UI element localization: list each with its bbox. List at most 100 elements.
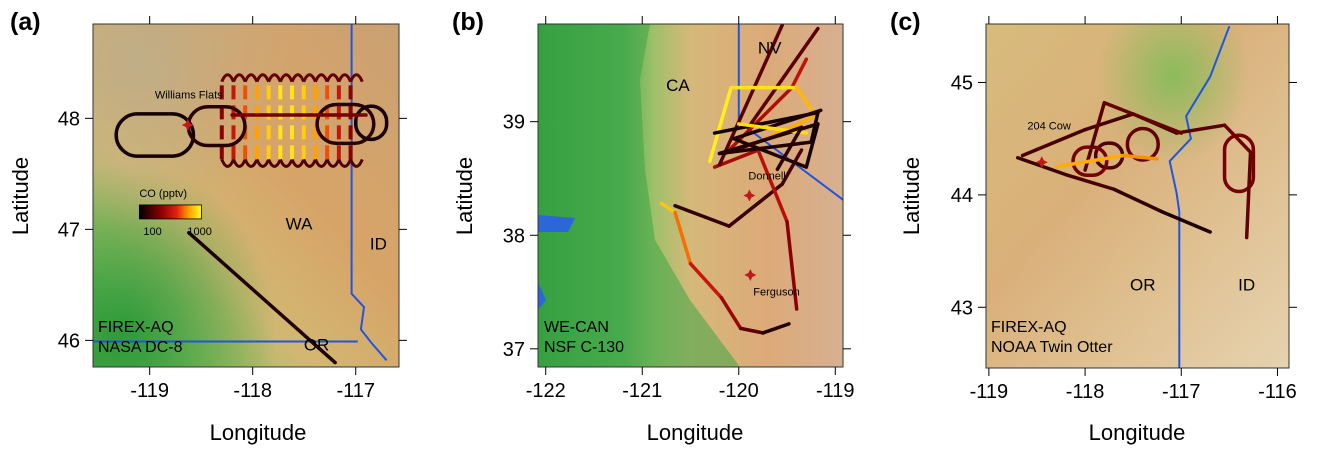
flight-track bbox=[785, 219, 799, 311]
flight-track bbox=[756, 148, 789, 224]
map-figure: -122 -121 -120 -119 37 38 39 CA NV Donnell Fergus… bbox=[452, 16, 855, 445]
flight-track bbox=[722, 125, 804, 156]
flight-track bbox=[1102, 100, 1184, 135]
x-tick-label: -120 bbox=[719, 380, 759, 402]
flight-track bbox=[220, 158, 235, 168]
flight-track bbox=[1054, 153, 1126, 169]
flight-track bbox=[349, 73, 364, 83]
flight-track bbox=[673, 210, 693, 266]
flight-track bbox=[738, 326, 765, 335]
x-tick-label: -118 bbox=[1066, 381, 1105, 403]
flight-track bbox=[708, 85, 733, 164]
flight-track bbox=[243, 158, 259, 168]
flight-track bbox=[278, 73, 294, 83]
flight-track bbox=[1222, 123, 1253, 154]
flight-track bbox=[809, 110, 820, 144]
y-tick-label: 46 bbox=[58, 330, 80, 352]
map-panel-c: (c) -119 -118 -117 -116 43 44 45 204 Cow OR ID L… bbox=[885, 0, 1322, 449]
flight-track bbox=[688, 261, 724, 300]
flight-track bbox=[1244, 150, 1253, 240]
state-border bbox=[350, 24, 388, 361]
flight-track bbox=[278, 158, 294, 168]
flight-track bbox=[1160, 209, 1212, 234]
legend-max-label: 1000 bbox=[187, 226, 211, 238]
y-tick-label: 45 bbox=[951, 72, 973, 94]
flight-track bbox=[746, 26, 820, 130]
flight-track bbox=[1121, 153, 1159, 161]
flight-track bbox=[1064, 172, 1116, 192]
x-tick-label: -119 bbox=[130, 380, 169, 402]
campaign-line-1: FIREX-AQ bbox=[991, 319, 1067, 336]
flight-loop bbox=[1222, 133, 1256, 194]
x-tick-label: -122 bbox=[526, 380, 566, 402]
flight-track bbox=[761, 322, 791, 335]
flight-track bbox=[267, 158, 282, 168]
state-border bbox=[1168, 25, 1231, 368]
x-tick-label: -116 bbox=[1258, 381, 1297, 403]
place-label: Donnell bbox=[748, 171, 785, 183]
map-panel-a: (a) bbox=[0, 0, 440, 449]
flight-track bbox=[302, 158, 317, 168]
fire-location-icon bbox=[743, 189, 756, 202]
y-tick-label: 44 bbox=[951, 185, 973, 207]
plot-frame bbox=[92, 23, 400, 368]
x-axis-label: Longitude bbox=[210, 420, 307, 445]
y-tick-label: 37 bbox=[503, 339, 525, 361]
panel-letter: (a) bbox=[10, 8, 41, 36]
campaign-line-2: NASA DC-8 bbox=[98, 339, 183, 356]
x-tick-label: -117 bbox=[336, 380, 375, 402]
flight-track bbox=[187, 230, 337, 365]
flight-track bbox=[659, 201, 677, 215]
y-tick-label: 48 bbox=[58, 108, 80, 130]
flight-track bbox=[717, 24, 784, 167]
campaign-line-1: WE-CAN bbox=[544, 319, 609, 336]
place-label: Williams Flats bbox=[155, 89, 223, 101]
place-label: OR bbox=[1130, 275, 1156, 294]
plot-frame bbox=[985, 23, 1290, 369]
y-tick-label: 43 bbox=[951, 297, 973, 319]
flight-track bbox=[737, 122, 809, 135]
flight-track bbox=[255, 158, 271, 168]
fire-location-icon bbox=[1035, 156, 1048, 169]
flight-loop bbox=[353, 104, 389, 142]
fire-location-icon bbox=[181, 119, 194, 132]
y-axis-label: Latitude bbox=[899, 157, 924, 235]
legend-min-label: 100 bbox=[143, 226, 161, 238]
y-tick-label: 47 bbox=[58, 219, 80, 241]
x-axis-label: Longitude bbox=[647, 420, 744, 445]
flight-track bbox=[349, 158, 364, 168]
flight-track bbox=[804, 122, 820, 169]
fire-location-icon bbox=[744, 269, 757, 282]
map-figure: -119 -118 -117 46 47 48 Williams Flats WA ID OR C… bbox=[8, 16, 407, 445]
y-axis-label: Latitude bbox=[8, 157, 33, 235]
place-label: NV bbox=[758, 39, 782, 58]
flight-track bbox=[243, 73, 259, 83]
flight-track bbox=[719, 295, 743, 331]
flight-track bbox=[732, 136, 809, 169]
flight-track bbox=[1083, 112, 1135, 132]
place-label: CA bbox=[666, 76, 690, 95]
campaign-line-1: FIREX-AQ bbox=[98, 319, 174, 336]
legend-title: CO (pptv) bbox=[139, 188, 187, 200]
x-tick-label: -121 bbox=[622, 380, 662, 402]
campaign-line-2: NSF C-130 bbox=[544, 339, 624, 356]
map-panel-b: (b) -122 -121 -120 -119 37 38 39 CA NV Donnell Fe… bbox=[440, 0, 885, 449]
place-label: WA bbox=[286, 214, 313, 233]
flight-track bbox=[255, 73, 271, 83]
y-tick-label: 39 bbox=[503, 112, 525, 134]
y-axis-label: Latitude bbox=[452, 157, 477, 235]
flight-track bbox=[732, 108, 823, 141]
flight-track bbox=[220, 73, 235, 83]
flight-track bbox=[290, 158, 306, 168]
x-tick-label: -119 bbox=[970, 381, 1009, 403]
flight-track bbox=[325, 158, 341, 168]
flight-loop bbox=[1125, 126, 1160, 162]
place-label: ID bbox=[1238, 275, 1255, 294]
flight-track bbox=[290, 73, 306, 83]
panel-letter: (b) bbox=[452, 8, 484, 36]
place-label: ID bbox=[370, 234, 387, 253]
place-label: 204 Cow bbox=[1027, 121, 1070, 133]
flight-track bbox=[1020, 127, 1087, 158]
plot-frame bbox=[537, 23, 844, 368]
co-color-scale bbox=[138, 204, 202, 220]
